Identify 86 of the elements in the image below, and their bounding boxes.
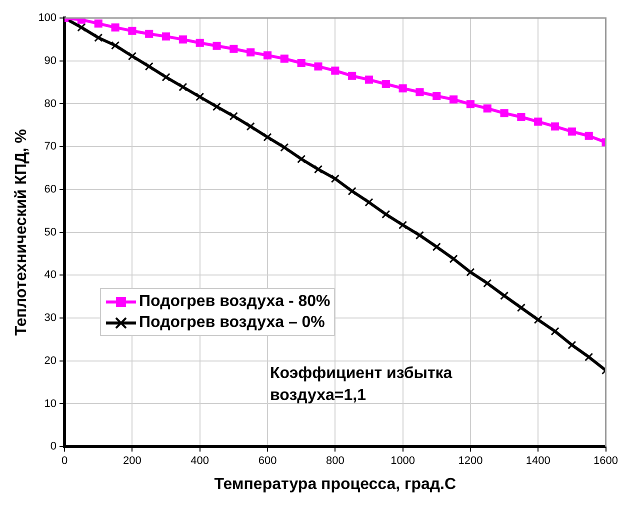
point — [111, 23, 120, 32]
point — [398, 220, 408, 230]
point — [94, 33, 103, 42]
point — [297, 154, 306, 164]
point — [534, 315, 542, 324]
point — [212, 42, 221, 50]
point — [144, 62, 154, 71]
point — [568, 128, 576, 136]
point — [297, 58, 306, 68]
point — [128, 26, 136, 35]
point — [246, 48, 255, 56]
y-tick-label: 10 — [44, 398, 57, 410]
point — [145, 30, 154, 38]
point — [364, 76, 374, 84]
y-tick-label: 90 — [44, 54, 57, 67]
point — [483, 104, 492, 112]
point — [196, 38, 204, 47]
point — [111, 41, 120, 50]
point — [382, 80, 390, 88]
point — [466, 268, 475, 276]
point — [584, 132, 593, 140]
point — [466, 100, 474, 108]
point — [517, 112, 526, 122]
point — [178, 35, 187, 44]
point — [415, 231, 424, 240]
point — [584, 352, 594, 362]
annotation: Коэффициент избытка воздуха=1,1 — [270, 364, 454, 406]
point — [77, 23, 86, 32]
point — [568, 340, 576, 350]
x-tick-label: 1600 — [594, 455, 618, 468]
x-tick-label: 1000 — [390, 455, 416, 468]
point — [500, 291, 509, 300]
x-tick-label: 200 — [123, 455, 142, 468]
point — [162, 72, 170, 82]
legend-label: Подогрев воздуха - 80% — [139, 292, 330, 312]
y-tick-label: 60 — [44, 183, 57, 196]
point — [280, 54, 288, 63]
y-tick-label: 50 — [44, 226, 57, 238]
point — [348, 186, 356, 196]
y-tick-label: 100 — [38, 12, 57, 24]
x-tick-label: 0 — [61, 455, 68, 468]
point — [230, 44, 238, 53]
point — [534, 118, 542, 126]
point — [263, 132, 272, 142]
point — [483, 279, 492, 288]
point — [331, 66, 340, 75]
y-tick-label: 40 — [44, 269, 57, 282]
point — [550, 122, 560, 130]
x-axis-title: Температура процесса, град.С — [214, 476, 456, 493]
point — [432, 242, 441, 252]
point — [263, 51, 272, 60]
point — [246, 122, 255, 131]
y-tick-label: 0 — [50, 440, 57, 453]
point — [516, 303, 526, 312]
x-tick-label: 800 — [326, 455, 344, 468]
point — [280, 143, 289, 152]
point — [94, 20, 102, 28]
y-tick-label: 80 — [44, 98, 57, 110]
y-tick-label: 70 — [44, 140, 57, 153]
x-tick-label: 1400 — [526, 455, 550, 468]
point — [550, 327, 560, 336]
point — [212, 102, 222, 112]
point — [314, 62, 322, 70]
point — [364, 198, 374, 207]
x-tick-label: 600 — [258, 455, 277, 468]
point — [432, 92, 441, 100]
y-tick-label: 30 — [44, 312, 57, 324]
y-tick-label: 20 — [44, 354, 57, 367]
point — [382, 210, 390, 219]
point — [314, 165, 323, 174]
point — [348, 72, 356, 80]
point — [449, 254, 458, 264]
point — [162, 32, 170, 40]
point — [178, 82, 188, 92]
point — [500, 109, 508, 118]
y-axis-title: Теплотехнический КПД, % — [13, 129, 30, 336]
point — [450, 95, 458, 104]
point — [330, 174, 340, 184]
x-tick-label: 400 — [190, 455, 210, 468]
legend-label: Подогрев воздуха – 0% — [139, 313, 325, 333]
point — [128, 52, 136, 60]
point — [398, 84, 407, 92]
point — [416, 88, 424, 96]
point — [196, 92, 204, 102]
x-tick-label: 1200 — [458, 455, 483, 468]
point — [229, 112, 238, 120]
